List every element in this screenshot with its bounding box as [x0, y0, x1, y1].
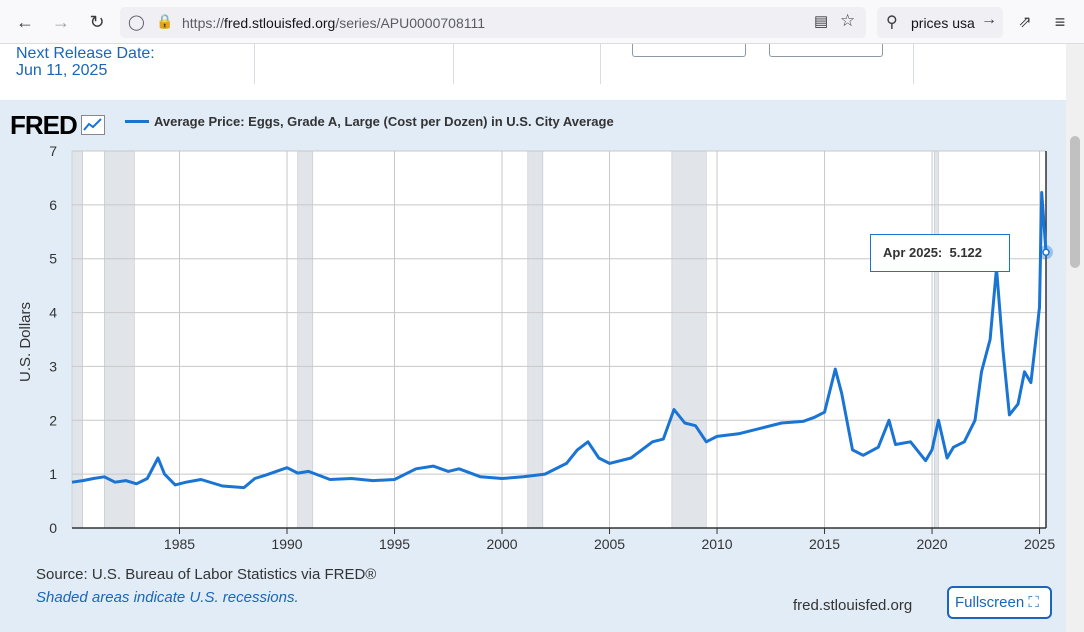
forward-icon[interactable]: → — [52, 11, 70, 32]
recession-band — [527, 150, 544, 529]
tooltip: Apr 2025: 5.122 — [870, 234, 1010, 272]
recession-band — [933, 150, 939, 529]
fullscreen-icon: ⛶ — [1028, 594, 1039, 611]
next-release: Next Release Date: Jun 11, 2025 — [16, 45, 155, 79]
x-tick-label: 2005 — [594, 536, 625, 552]
fred-logo-text: FRED — [10, 110, 78, 140]
tooltip-value: 5.122 — [949, 245, 983, 260]
bookmark-star-icon[interactable]: ☆ — [840, 11, 856, 30]
browser-toolbar: ← → ↻ ◯ 🔒 https://fred.stlouisfed.org/se… — [0, 0, 1084, 44]
search-box[interactable]: ⚲ prices usa → — [877, 7, 1003, 38]
url-domain: fred.stlouisfed.org — [224, 15, 336, 31]
fred-logo[interactable]: FRED — [10, 110, 105, 141]
next-release-label: Next Release Date: — [16, 45, 155, 62]
chart-trend-icon — [80, 115, 105, 135]
series-title[interactable]: Average Price: Eggs, Grade A, Large (Cos… — [154, 114, 614, 129]
scrollbar-thumb[interactable] — [1070, 136, 1080, 268]
recession-note: Shaded areas indicate U.S. recessions. — [36, 589, 299, 606]
y-axis-label: U.S. Dollars — [17, 302, 34, 382]
data-point — [1042, 248, 1050, 257]
x-tick-label: 1990 — [271, 536, 302, 552]
fullscreen-label: Fullscreen — [955, 594, 1025, 611]
recession-band — [104, 150, 135, 529]
y-tick-label: 5 — [49, 251, 57, 267]
plot-background — [72, 151, 1046, 528]
url-prefix: https:// — [182, 15, 225, 31]
legend-swatch — [125, 120, 149, 123]
recession-band — [71, 150, 84, 529]
scrollbar[interactable] — [1066, 44, 1084, 632]
y-tick-label: 3 — [49, 358, 57, 374]
y-tick-label: 7 — [49, 143, 57, 159]
y-tick-label: 2 — [49, 412, 57, 428]
url-bar[interactable]: ◯ 🔒 https://fred.stlouisfed.org/series/A… — [120, 7, 866, 38]
y-tick-label: 4 — [49, 305, 57, 321]
shield-icon[interactable]: ◯ — [128, 14, 145, 31]
divider — [453, 44, 454, 84]
menu-icon[interactable]: ≡ — [1054, 11, 1066, 32]
divider — [600, 44, 601, 84]
x-tick-label: 1995 — [379, 536, 410, 552]
divider — [254, 44, 255, 84]
recession-band — [671, 150, 707, 529]
axis-layer: 0 1 2 3 4 5 6 7 1985 1990 1995 2000 2005 2010 2015 2020… — [49, 143, 1055, 552]
reload-icon[interactable]: ↻ — [89, 11, 105, 32]
source-note: Source: U.S. Bureau of Labor Statistics … — [36, 566, 377, 583]
header-button[interactable] — [632, 44, 746, 57]
site-link[interactable]: fred.stlouisfed.org — [793, 597, 913, 614]
graph-panel: FRED Average Price: Eggs, Grade A, Large… — [0, 100, 1066, 632]
x-tick-label: 2020 — [916, 536, 947, 552]
reader-view-icon[interactable]: ▤ — [814, 13, 829, 30]
next-release-date: Jun 11, 2025 — [16, 62, 108, 79]
back-icon[interactable]: ← — [16, 11, 34, 32]
line-layer — [71, 191, 1053, 490]
url-path: /series/APU0000708111 — [335, 15, 486, 31]
series-header-strip: Next Release Date: Jun 11, 2025 — [0, 44, 1066, 100]
y-tick-label: 1 — [49, 466, 57, 482]
divider — [913, 44, 914, 84]
url-text[interactable]: https://fred.stlouisfed.org/series/APU00… — [182, 15, 485, 31]
search-text[interactable]: prices usa — [911, 15, 975, 31]
lock-icon[interactable]: 🔒 — [156, 13, 174, 29]
line-chart[interactable]: 0 1 2 3 4 5 6 7 1985 1990 1995 2000 2005 2010 2015 2020… — [0, 100, 1066, 560]
x-tick-label: 2010 — [701, 536, 732, 552]
tooltip-date: Apr 2025: — [883, 245, 943, 260]
y-tick-label: 6 — [49, 197, 57, 213]
y-tick-label: 0 — [49, 520, 57, 536]
x-tick-label: 2015 — [809, 536, 840, 552]
search-icon: ⚲ — [886, 14, 898, 31]
x-tick-label: 2000 — [486, 536, 517, 552]
search-go-icon[interactable]: → — [981, 11, 997, 28]
x-tick-label: 2025 — [1024, 536, 1055, 552]
recession-layer — [71, 150, 1046, 529]
extensions-icon[interactable]: ⇗ — [1018, 14, 1032, 31]
fullscreen-button[interactable]: Fullscreen ⛶ — [947, 586, 1052, 619]
series-line — [71, 191, 1048, 490]
header-button[interactable] — [769, 44, 883, 57]
x-tick-label: 1985 — [164, 536, 195, 552]
